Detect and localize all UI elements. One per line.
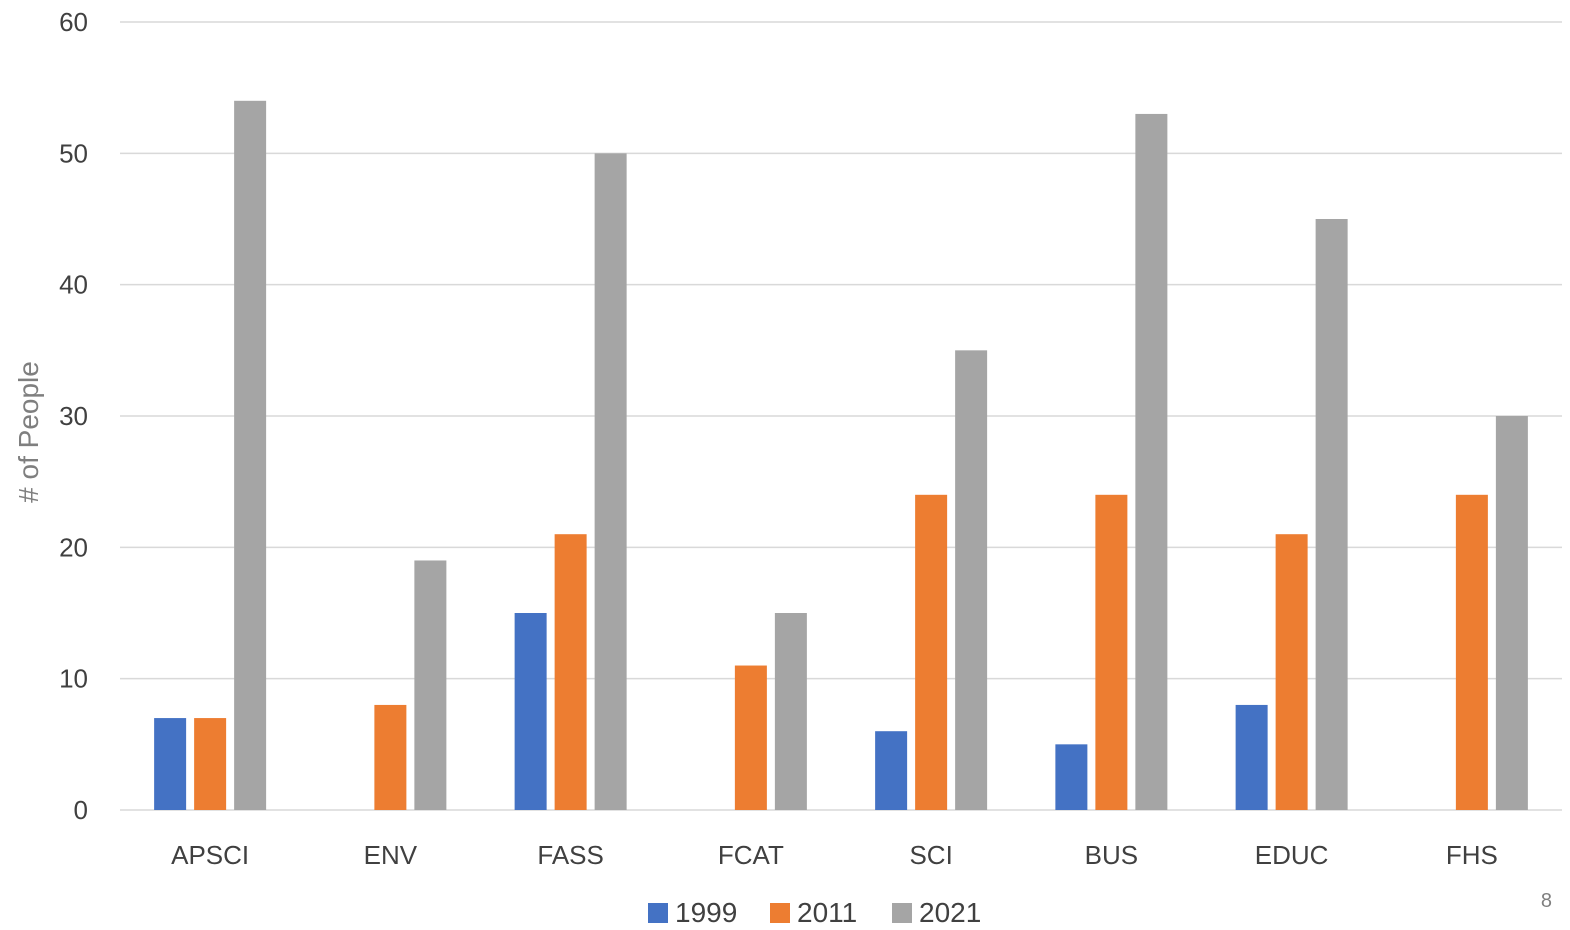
x-tick-label: FCAT [718,840,784,870]
gridlines [120,21,1562,811]
legend-label: 1999 [675,897,737,928]
x-tick-label: ENV [364,840,418,870]
x-tick-label: APSCI [171,840,249,870]
y-tick-label: 0 [74,795,88,825]
bar-2021-EDUC [1315,219,1348,810]
bar-1999-FASS [514,613,547,810]
bar-2021-FHS [1495,416,1528,810]
x-tick-label: EDUC [1255,840,1329,870]
legend: 1999 2011 2021 [648,897,981,928]
legend-swatch-2021 [892,903,912,923]
bar-2011-BUS [1095,494,1128,810]
y-axis-label: # of People [13,361,44,503]
page-number: 8 [1540,890,1552,912]
bar-2021-BUS [1135,113,1168,810]
y-tick-label: 60 [59,7,88,37]
y-tick-label: 40 [59,270,88,300]
y-tick-label: 50 [59,138,88,168]
y-tick-label: 30 [59,401,88,431]
bar-1999-APSCI [154,718,187,810]
bar-2011-ENV [374,704,407,810]
bar-2011-FCAT [734,665,767,810]
bar-2021-FCAT [774,613,807,810]
x-tick-label: SCI [909,840,952,870]
x-tick-label: FHS [1446,840,1498,870]
bar-2011-EDUC [1275,534,1308,810]
x-tick-label: BUS [1085,840,1138,870]
bar-1999-SCI [875,731,908,810]
bar-1999-BUS [1055,744,1088,810]
bar-2021-FASS [594,153,627,811]
x-axis-ticks: APSCI ENV FASS FCAT SCI BUS EDUC FHS [171,840,1498,870]
legend-label: 2011 [797,897,857,928]
bar-2011-APSCI [194,718,227,810]
x-tick-label: FASS [537,840,603,870]
legend-swatch-1999 [648,903,668,923]
bar-2011-FHS [1455,494,1488,810]
y-axis-ticks: 0 10 20 30 40 50 60 [59,7,88,825]
bar-1999-EDUC [1235,704,1268,810]
bar-2021-ENV [414,560,447,810]
y-tick-label: 20 [59,532,88,562]
bar-2021-SCI [955,350,988,810]
bars [154,100,1528,811]
legend-swatch-2011 [770,903,790,923]
bar-2021-APSCI [234,100,267,811]
bar-2011-SCI [915,494,948,810]
y-tick-label: 10 [59,664,88,694]
legend-label: 2021 [919,897,981,928]
bar-2011-FASS [554,534,587,810]
